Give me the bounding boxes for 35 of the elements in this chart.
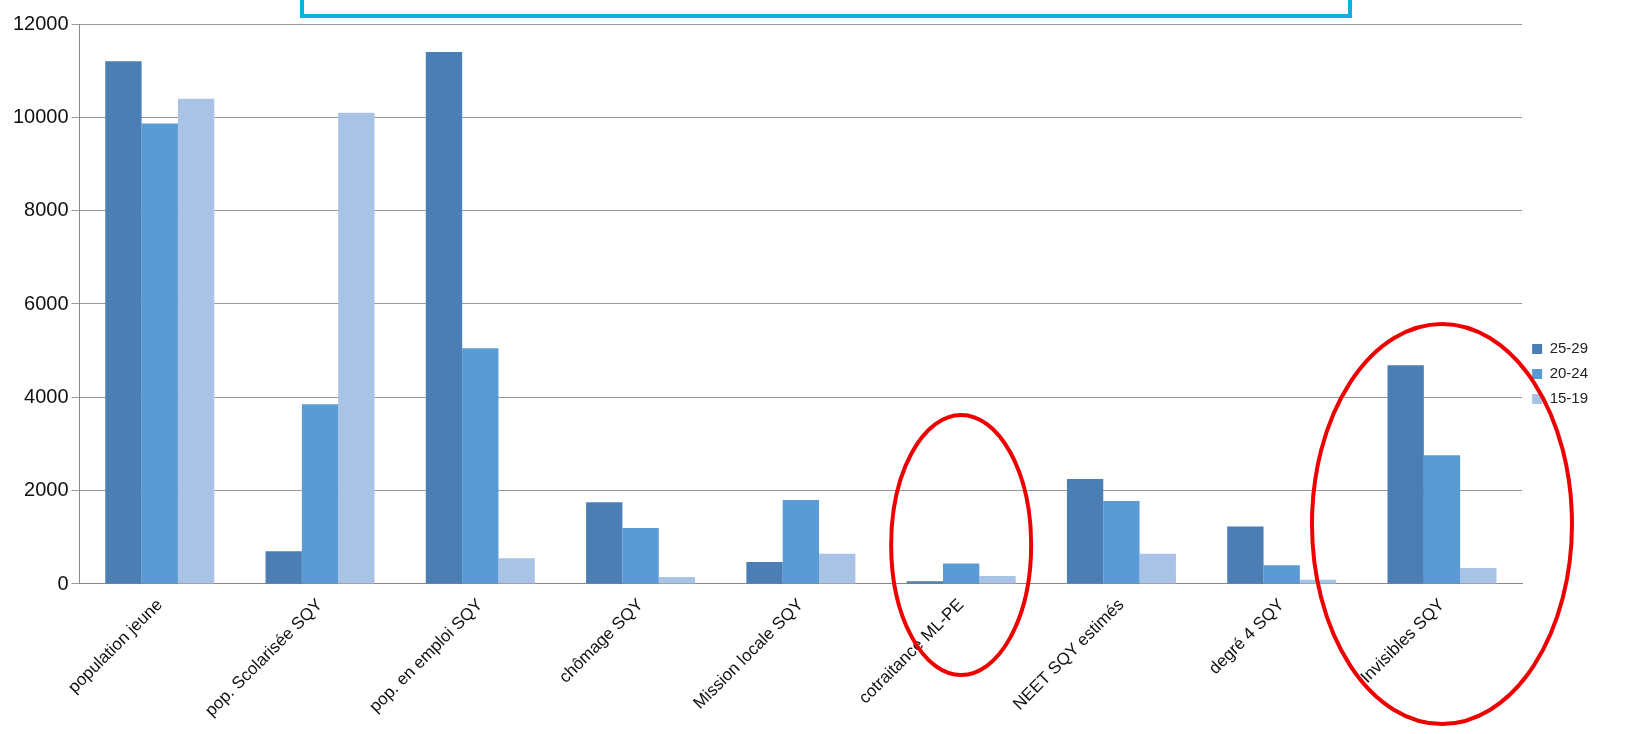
bar <box>1460 568 1497 584</box>
y-tick-label: 0 <box>57 571 69 594</box>
bar <box>265 551 302 584</box>
bar <box>105 61 142 584</box>
legend-label: 15-19 <box>1549 389 1589 407</box>
bar <box>746 562 783 584</box>
y-tick-label: 10000 <box>12 104 69 127</box>
bar <box>177 98 215 584</box>
bar <box>141 123 178 584</box>
bar <box>425 52 463 584</box>
bar <box>586 502 623 584</box>
bar <box>1387 365 1424 584</box>
bar <box>338 112 375 584</box>
bar <box>462 348 499 584</box>
bar <box>1423 455 1461 584</box>
legend-label: 20-24 <box>1549 364 1589 382</box>
bar <box>782 499 820 584</box>
bar <box>942 563 980 584</box>
bar <box>1263 565 1300 584</box>
y-tick-label: 2000 <box>24 478 69 501</box>
bar <box>1103 500 1140 584</box>
bar <box>1066 478 1104 584</box>
bar <box>1227 526 1264 584</box>
bar <box>819 553 856 584</box>
y-tick-label: 8000 <box>24 198 69 221</box>
y-tick-label: 12000 <box>12 11 69 34</box>
y-tick-label: 4000 <box>24 384 69 407</box>
y-tick-label: 6000 <box>24 291 69 314</box>
bar <box>658 576 696 584</box>
bar <box>498 558 535 584</box>
bar <box>979 576 1016 584</box>
bar <box>301 404 339 584</box>
legend-label: 25-29 <box>1549 339 1589 357</box>
bar <box>1139 553 1176 584</box>
bar <box>622 527 659 584</box>
